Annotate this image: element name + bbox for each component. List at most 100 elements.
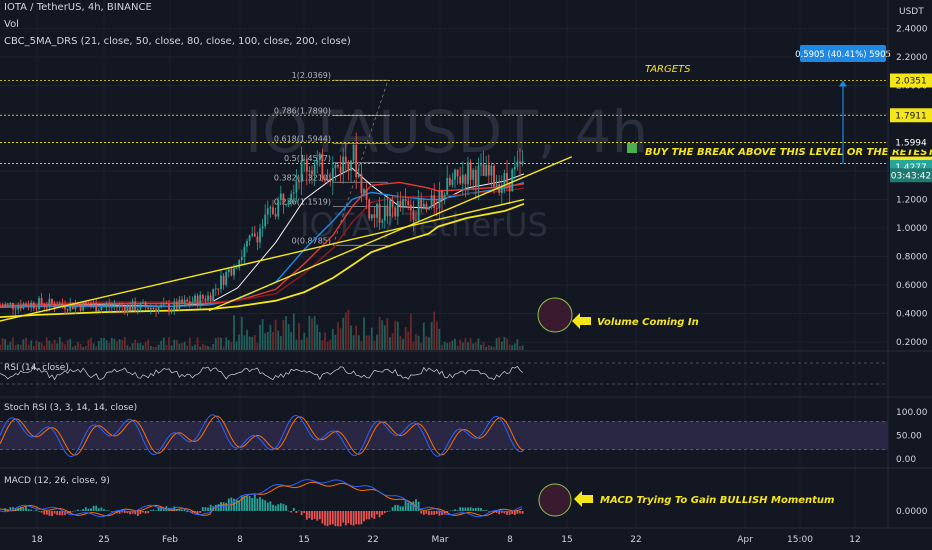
macd-histogram-bar [77,509,79,511]
macd-histogram-bar [435,511,438,514]
time-tick: 8 [237,535,243,545]
price-label-box [890,135,932,150]
volume-bar [157,344,160,350]
macd-histogram-bar [199,511,202,513]
volume-bar [116,341,118,350]
volume-bar [373,340,376,350]
time-tick: 15:00 [787,535,813,545]
candle-body [441,190,443,201]
volume-bar [391,333,394,350]
price-label: 1.4277 [895,163,927,173]
candle-body [308,170,311,172]
candle-body [194,295,196,302]
volume-bar [9,342,12,350]
candle-body [490,165,493,176]
macd-histogram-bar [178,509,181,511]
candle-body [272,207,274,215]
volume-bar [326,341,329,350]
macd-histogram-bar [404,500,407,511]
candle-body [508,182,511,192]
macd-histogram-bar [253,494,256,511]
volume-bar [38,342,40,350]
price-tick: 2.4000 [896,25,928,35]
macd-histogram-bar [313,511,316,519]
volume-bar [103,338,105,350]
candle-body [155,308,157,312]
vol-legend[interactable]: Vol [4,19,19,30]
volume-bar [14,345,17,350]
macd-histogram-bar [225,502,228,511]
volume-bar [48,340,51,350]
candle-body [261,226,264,229]
candle-body [482,164,485,176]
macd-histogram-bar [467,507,469,511]
candle-body [386,205,389,217]
ma-legend[interactable]: CBC_5MA_DRS (21, close, 50, close, 80, c… [4,36,351,47]
volume-bar [464,338,467,350]
candle-body [472,169,475,180]
candle-body [147,307,150,310]
volume-bar [316,324,319,350]
candle-body [251,233,254,236]
candle-body [79,305,82,311]
candle-body [61,303,64,306]
candle-body [495,184,498,187]
candle-body [493,165,495,187]
volume-bar [430,321,433,350]
candle-body [290,193,293,201]
candle-body [217,288,220,290]
candle-body [425,203,428,210]
candle-body [110,306,113,308]
candle-body [178,299,181,309]
candle-body [420,198,423,207]
volume-bar [32,346,35,350]
volume-bar [95,346,98,350]
macd-histogram-bar [235,499,238,511]
volume-bar [407,331,410,350]
volume-bar [87,339,90,350]
candlesticks [0,132,524,317]
candle-body [191,301,194,304]
macd-histogram-bar [287,510,290,512]
candle-body [142,302,144,304]
volume-bar [290,332,293,350]
macd-histogram-bar [79,510,82,511]
candle-body [40,298,43,305]
buy-label: BUY THE BREAK ABOVE THIS LEVEL OR THE RE… [645,147,932,158]
candle-body [311,170,313,175]
candle-body [357,173,360,178]
macd-histogram-bar [248,496,251,511]
volume-bar [274,319,277,350]
fib-level-label: 0.786(1.7890) [274,107,331,116]
macd-pane [0,479,524,527]
price-tick: 0.4000 [896,310,928,320]
macd-histogram-bar [69,511,72,514]
macd-histogram-bar [256,498,259,511]
candle-body [376,203,378,218]
volume-bar [311,318,313,350]
symbol-title[interactable]: IOTA / TetherUS, 4h, BINANCE [4,2,152,13]
volume-bar [160,340,163,350]
macd-histogram-bar [321,511,324,524]
price-tick: 2.2000 [896,53,928,63]
time-axis[interactable]: 18 25 Feb 8 15 22 Mar 8 15 22 Apr 15:00 12 [31,535,860,545]
candle-body [350,160,352,171]
candle-body [279,193,282,200]
volume-bar [321,339,324,350]
candle-body [38,298,40,310]
macd-histogram-bar [290,511,293,513]
volume-bar [347,309,350,350]
macd-histogram-bar [477,507,480,511]
volume-bar [287,324,290,350]
volume-bar [0,344,1,350]
macd-histogram-bar [74,510,77,512]
volume-bar [339,328,342,350]
candle-body [131,301,134,311]
candle-body [66,309,69,311]
macd-histogram-bar [264,500,267,511]
candle-body [287,200,290,205]
volume-bar [201,343,204,350]
macd-histogram-bar [480,508,482,511]
candle-body [64,305,66,310]
